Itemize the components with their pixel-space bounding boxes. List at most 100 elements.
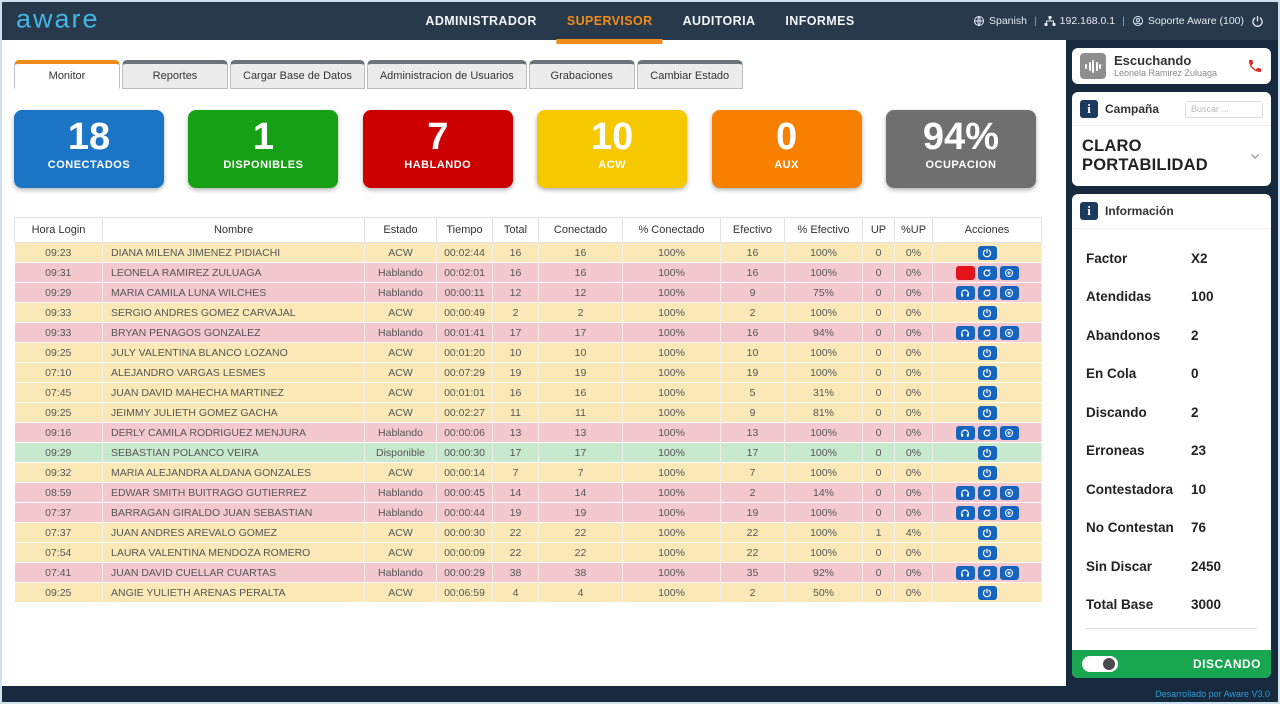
power-button[interactable] [978, 546, 997, 560]
power-button[interactable] [978, 306, 997, 320]
listen-button[interactable] [956, 426, 975, 440]
cell-pct-conectado: 100% [623, 363, 721, 383]
power-button[interactable] [978, 346, 997, 360]
listen-button[interactable] [956, 506, 975, 520]
power-icon [982, 248, 992, 258]
listen-icon [960, 568, 970, 578]
support-indicator[interactable]: Soporte Aware (100) [1132, 15, 1244, 27]
cell-pct-conectado: 100% [623, 263, 721, 283]
nav-item-administrador[interactable]: ADMINISTRADOR [425, 2, 536, 40]
cell-nombre: DIANA MILENA JIMENEZ PIDIACHI [103, 243, 365, 263]
cell-pct-up: 4% [895, 523, 933, 543]
cell-efectivo: 19 [721, 363, 785, 383]
listen-button[interactable] [956, 486, 975, 500]
cell-acciones [933, 323, 1042, 343]
refresh-button[interactable] [978, 326, 997, 340]
cell-conectado: 22 [539, 543, 623, 563]
tab-cargar-base-de-datos[interactable]: Cargar Base de Datos [230, 60, 365, 89]
power-icon [982, 528, 992, 538]
power-button[interactable] [978, 406, 997, 420]
tab-cambiar-estado[interactable]: Cambiar Estado [637, 60, 743, 89]
language-indicator[interactable]: Spanish [973, 15, 1027, 27]
col-hora-login: Hora Login [15, 218, 103, 243]
power-icon[interactable] [1251, 15, 1264, 28]
cell-pct-up: 0% [895, 263, 933, 283]
info-row-en-cola: En Cola0 [1086, 355, 1257, 394]
cell-estado: ACW [365, 403, 437, 423]
info-value: 23 [1191, 443, 1257, 458]
campaign-select[interactable]: CLARO PORTABILIDAD [1072, 126, 1271, 186]
listen-button[interactable] [956, 566, 975, 580]
power-button[interactable] [978, 526, 997, 540]
refresh-button[interactable] [978, 266, 997, 280]
join-call-button[interactable] [1000, 506, 1019, 520]
join-call-button[interactable] [1000, 286, 1019, 300]
cell-nombre: JULY VALENTINA BLANCO LOZANO [103, 343, 365, 363]
cell-up: 0 [863, 543, 895, 563]
cell-hora: 07:10 [15, 363, 103, 383]
cell-nombre: BRYAN PENAGOS GONZALEZ [103, 323, 365, 343]
tab-reportes[interactable]: Reportes [122, 60, 228, 89]
info-value: 3000 [1191, 597, 1257, 612]
cell-pct-up: 0% [895, 403, 933, 423]
cell-pct-up: 0% [895, 303, 933, 323]
info-label: Total Base [1086, 597, 1191, 612]
stop-listening-button[interactable] [956, 266, 975, 280]
tab-administracion-de-usuarios[interactable]: Administracion de Usuarios [367, 60, 527, 89]
refresh-button[interactable] [978, 566, 997, 580]
campaign-search-input[interactable] [1185, 101, 1263, 118]
cell-tiempo: 00:07:29 [437, 363, 493, 383]
power-button[interactable] [978, 586, 997, 600]
join-call-button[interactable] [1000, 326, 1019, 340]
cell-up: 0 [863, 463, 895, 483]
agents-table-header: Hora LoginNombreEstadoTiempoTotalConecta… [15, 218, 1042, 243]
stat-label: DISPONIBLES [188, 159, 338, 171]
tab-monitor[interactable]: Monitor [14, 60, 120, 89]
cell-acciones [933, 423, 1042, 443]
info-row-no-contestan: No Contestan76 [1086, 509, 1257, 548]
cell-conectado: 38 [539, 563, 623, 583]
phone-icon[interactable] [1247, 58, 1263, 74]
refresh-button[interactable] [978, 486, 997, 500]
refresh-button[interactable] [978, 286, 997, 300]
nav-item-auditoria[interactable]: AUDITORIA [683, 2, 756, 40]
power-button[interactable] [978, 386, 997, 400]
cell-pct-efectivo: 100% [785, 363, 863, 383]
dialer-status-label: DISCANDO [1193, 657, 1261, 671]
cell-conectado: 11 [539, 403, 623, 423]
cell-acciones [933, 563, 1042, 583]
cell-hora: 08:59 [15, 483, 103, 503]
agent-row: 07:37JUAN ANDRES AREVALO GOMEZACW00:00:3… [15, 523, 1042, 543]
power-icon [982, 368, 992, 378]
cell-nombre: JEIMMY JULIETH GOMEZ GACHA [103, 403, 365, 423]
cell-pct-up: 0% [895, 483, 933, 503]
aware-logo: aware [16, 5, 100, 34]
nav-item-supervisor[interactable]: SUPERVISOR [567, 2, 653, 40]
join-call-button[interactable] [1000, 426, 1019, 440]
tab-grabaciones[interactable]: Grabaciones [529, 60, 635, 89]
cell-conectado: 22 [539, 523, 623, 543]
power-button[interactable] [978, 246, 997, 260]
power-button[interactable] [978, 366, 997, 380]
cell-estado: ACW [365, 383, 437, 403]
listen-button[interactable] [956, 326, 975, 340]
cell-estado: ACW [365, 343, 437, 363]
cell-pct-up: 0% [895, 543, 933, 563]
agent-row: 09:25JEIMMY JULIETH GOMEZ GACHAACW00:02:… [15, 403, 1042, 423]
refresh-button[interactable] [978, 426, 997, 440]
power-button[interactable] [978, 466, 997, 480]
stat-label: CONECTADOS [14, 159, 164, 171]
stat-value: 10 [537, 116, 687, 158]
join-call-button[interactable] [1000, 566, 1019, 580]
listen-button[interactable] [956, 286, 975, 300]
join-call-button[interactable] [1000, 266, 1019, 280]
listening-agent-name: Leonela Ramirez Zuluaga [1114, 68, 1239, 78]
nav-item-informes[interactable]: INFORMES [785, 2, 854, 40]
agent-row: 09:29MARIA CAMILA LUNA WILCHESHablando00… [15, 283, 1042, 303]
refresh-button[interactable] [978, 506, 997, 520]
power-button[interactable] [978, 446, 997, 460]
power-icon [982, 408, 992, 418]
cell-up: 0 [863, 563, 895, 583]
dialer-toggle[interactable] [1082, 656, 1118, 672]
join-call-button[interactable] [1000, 486, 1019, 500]
